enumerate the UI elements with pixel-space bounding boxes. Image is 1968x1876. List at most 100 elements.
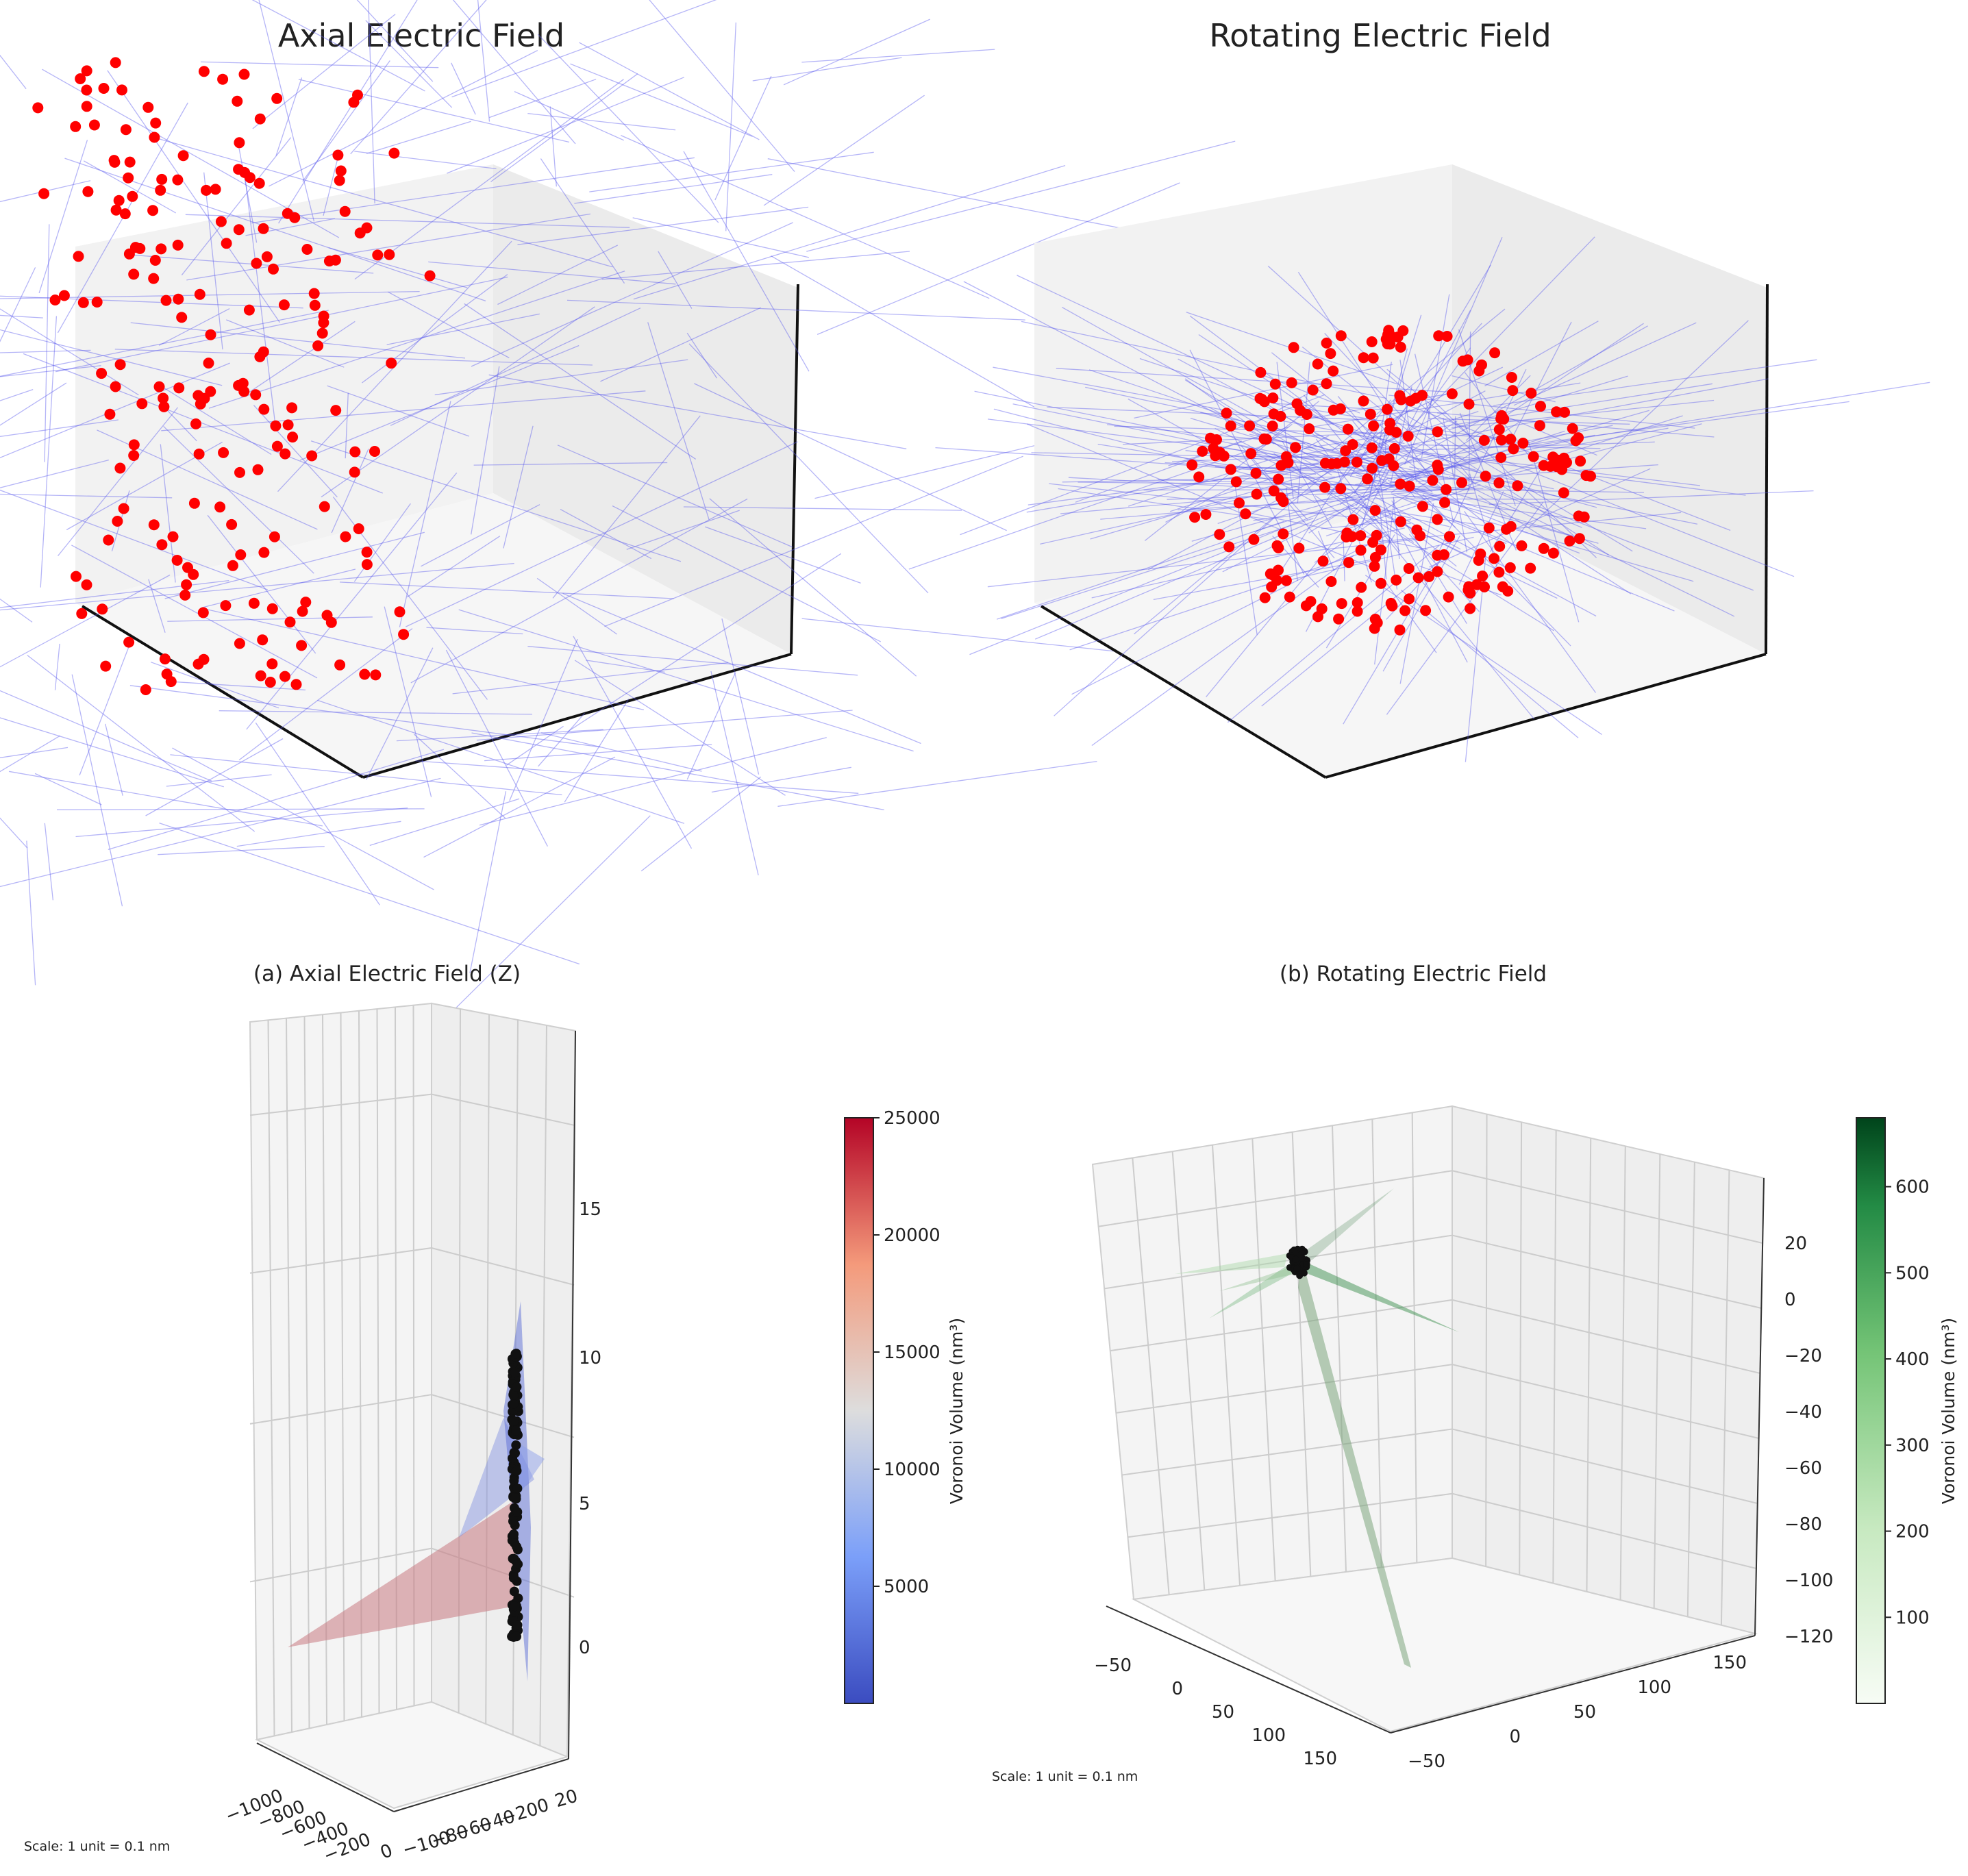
particle xyxy=(257,634,269,646)
particle xyxy=(1366,442,1378,453)
particle xyxy=(297,605,308,617)
trajectory-line xyxy=(589,151,874,192)
particle xyxy=(1494,540,1506,552)
trajectory-line xyxy=(1325,484,1481,537)
particle xyxy=(76,608,88,619)
grid-line xyxy=(1552,1129,1557,1584)
trajectory-lines xyxy=(0,0,1283,1042)
trajectory-line xyxy=(71,545,318,679)
colorbar: 100 200 300 400 500 600 Voronoi Volume (nm³) xyxy=(1856,1117,1958,1704)
particle xyxy=(261,251,273,262)
particle xyxy=(238,68,250,80)
trajectory-line xyxy=(649,0,795,173)
trajectory-line xyxy=(1428,418,1630,425)
trajectory-line xyxy=(0,747,68,758)
grid-line xyxy=(1132,1158,1170,1595)
z-tick-label: 20 xyxy=(1784,1234,1807,1254)
trajectory-line xyxy=(1097,443,1387,491)
trajectory-line xyxy=(1327,323,1482,496)
particle xyxy=(509,1529,519,1539)
grid-line xyxy=(1619,1146,1626,1601)
trajectory-line xyxy=(79,637,133,776)
trajectory-line xyxy=(252,14,396,129)
particle xyxy=(1433,330,1445,342)
trajectory-line xyxy=(356,0,434,82)
trajectory-line xyxy=(1470,447,1795,577)
particle xyxy=(1328,365,1339,377)
side-wall xyxy=(493,164,798,654)
particle xyxy=(254,113,266,125)
trajectory-line xyxy=(1134,481,1317,635)
particle xyxy=(349,446,361,458)
particle xyxy=(512,1507,523,1517)
trajectory-line xyxy=(573,636,693,849)
particle xyxy=(1221,408,1232,419)
particle xyxy=(318,317,329,329)
particle xyxy=(1214,447,1225,458)
particle xyxy=(286,402,298,414)
grid-line xyxy=(1212,1145,1241,1586)
particle xyxy=(1476,359,1487,371)
particle xyxy=(149,132,160,143)
axis-line xyxy=(1106,1605,1391,1734)
trajectory-line xyxy=(1178,492,1475,511)
trajectory-line xyxy=(208,271,625,409)
particle xyxy=(1251,488,1262,500)
particle xyxy=(329,254,341,266)
trajectory-line xyxy=(600,307,761,382)
trajectory-line xyxy=(27,655,256,832)
particle xyxy=(1291,398,1303,410)
z-tick-label: 0 xyxy=(579,1638,590,1658)
particle xyxy=(158,401,170,412)
axis-line xyxy=(568,1030,576,1760)
particle xyxy=(1441,331,1453,342)
particle xyxy=(1575,455,1586,467)
particle xyxy=(1225,464,1236,475)
trajectory-line xyxy=(604,455,1023,627)
particle xyxy=(1258,396,1270,408)
panel-voronoi-axial: (a) Axial Electric Field (Z) 0 5 10 15 −100… xyxy=(24,962,967,1866)
particle xyxy=(232,95,243,107)
y-tick-label: −50 xyxy=(1408,1751,1445,1772)
particle xyxy=(424,270,436,282)
trajectory-line xyxy=(158,308,230,346)
trajectory-line xyxy=(1001,518,1314,619)
particle xyxy=(1369,623,1380,634)
colorbar-label: Voronoi Volume (nm³) xyxy=(1939,1318,1958,1504)
trajectory-line xyxy=(488,79,597,118)
trajectory-line xyxy=(464,303,697,460)
particle xyxy=(218,447,229,458)
trajectory-line xyxy=(477,0,490,122)
particle xyxy=(150,117,162,129)
particle xyxy=(1573,510,1584,522)
trajectory-line xyxy=(0,459,109,488)
particle xyxy=(1352,597,1363,608)
particle xyxy=(340,531,351,542)
trajectory-line xyxy=(158,846,325,855)
z-axis-ticks: 0 5 10 15 xyxy=(579,1199,601,1658)
particle xyxy=(372,249,384,261)
trajectory-line xyxy=(479,737,827,826)
trajectory-line xyxy=(1452,375,1556,403)
trajectory-line xyxy=(83,160,177,214)
trajectory-line xyxy=(1478,495,1632,595)
colorbar-ticks: 5000 10000 15000 20000 25000 xyxy=(873,1108,941,1597)
trajectory-line xyxy=(540,732,702,772)
trajectory-line xyxy=(406,536,501,598)
particle xyxy=(268,263,279,275)
trajectory-line xyxy=(1393,434,1595,480)
particle xyxy=(172,174,184,186)
particle xyxy=(1214,529,1225,540)
trajectory-line xyxy=(1409,466,1698,525)
trajectory-line xyxy=(0,365,101,377)
particle xyxy=(266,603,278,614)
particle xyxy=(1369,505,1381,516)
particle xyxy=(266,658,278,670)
trajectory-line xyxy=(164,531,425,599)
grid-line xyxy=(1452,1428,1758,1504)
trajectory-line xyxy=(1443,417,1468,553)
trajectory-line xyxy=(384,606,432,797)
trajectory-line xyxy=(0,598,33,623)
particle xyxy=(1335,330,1347,342)
trajectory-line xyxy=(434,359,688,396)
